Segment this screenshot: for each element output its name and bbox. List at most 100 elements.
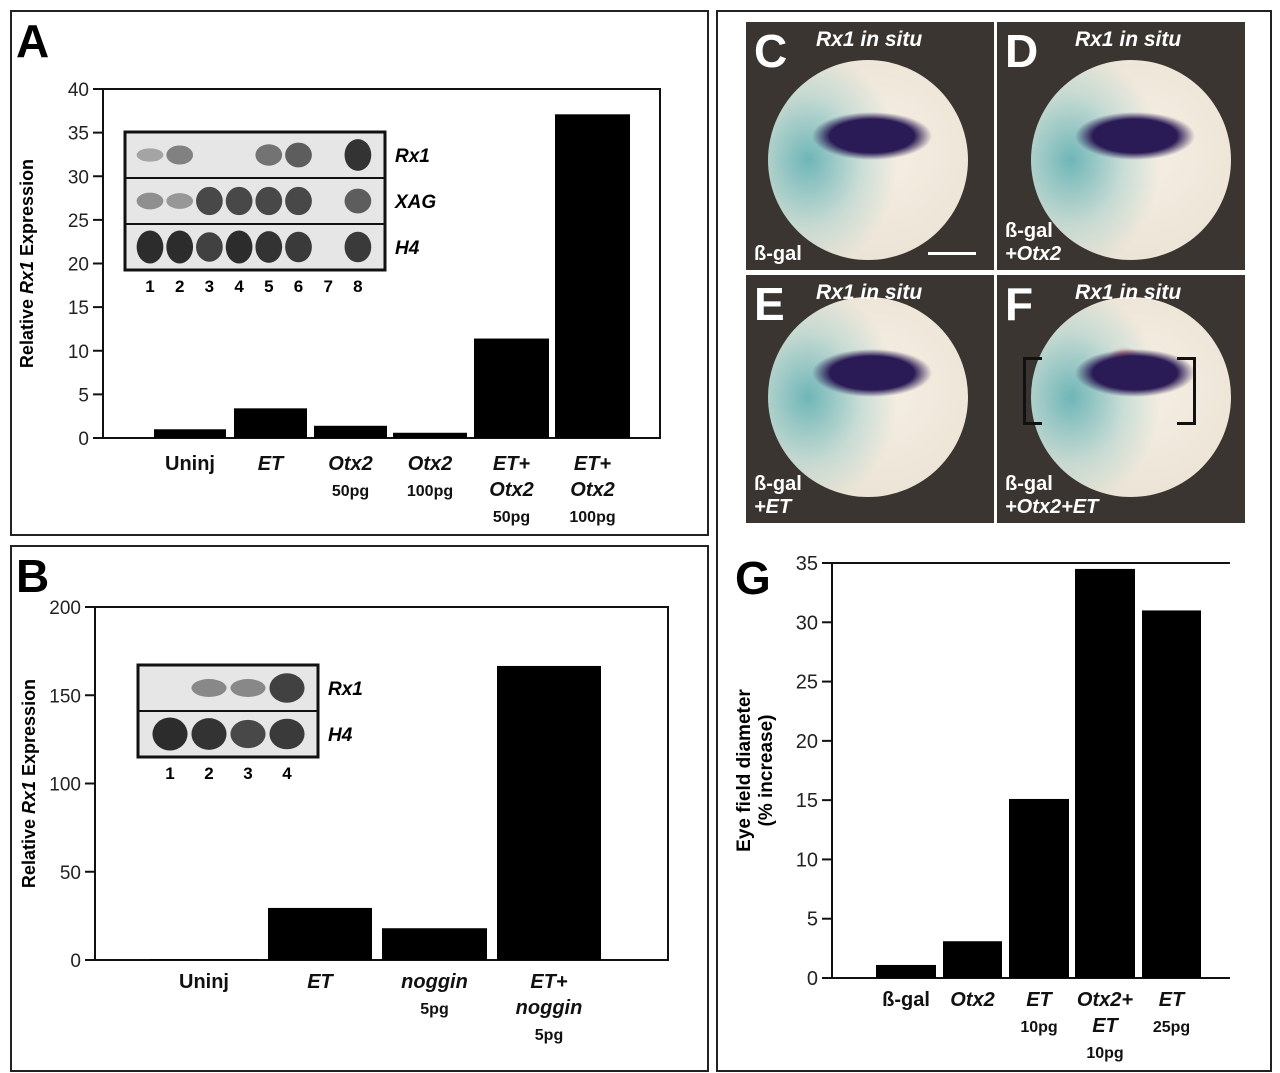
y-tick-label: 15 — [796, 790, 818, 812]
gel-band — [166, 145, 194, 165]
category-label: 10pg — [1086, 1045, 1123, 1062]
bar-chart-g: 0 5 10 15 20 25 30 35 ß-gal Otx2 ET 10pg Otx2+ ET 10pg… — [734, 553, 1230, 1062]
gel-band — [166, 230, 194, 264]
y-tick-label: 30 — [796, 612, 818, 634]
gel-band — [136, 192, 164, 210]
y-axis-label: Relative Rx1 Expression — [17, 159, 37, 368]
category-label: 5pg — [420, 1001, 448, 1018]
y-tick-label: 10 — [796, 849, 818, 871]
y-tick-label: 100 — [49, 775, 81, 796]
embryo — [1031, 297, 1231, 497]
category-label: Uninj — [179, 971, 229, 993]
category-label: Otx2+ — [1077, 989, 1133, 1011]
y-tick-label: 200 — [49, 598, 81, 619]
y-tick-label: 0 — [78, 429, 89, 450]
gel-band — [285, 186, 312, 216]
gel-lane-number: 8 — [353, 277, 362, 296]
panel-b-frame — [10, 545, 709, 1072]
injection-label: ß-gal +Otx2 — [1005, 220, 1061, 266]
category-label: ET — [1159, 989, 1186, 1011]
y-tick-label: 40 — [68, 80, 89, 101]
photo-title: Rx1 in situ — [816, 281, 923, 304]
injection-label: ß-gal +ET — [754, 473, 802, 519]
gel-band — [285, 142, 312, 168]
gel-row-label: XAG — [394, 192, 436, 213]
gel-band — [136, 230, 164, 264]
bar — [1075, 568, 1135, 978]
y-tick-label: 35 — [68, 124, 89, 145]
injection-label: ß-gal — [754, 243, 802, 266]
gel-band — [191, 718, 227, 750]
category-label: ET — [1092, 1015, 1119, 1037]
y-tick-label: 5 — [807, 909, 818, 931]
category-label: Otx2 — [408, 453, 452, 475]
gel-lane-number: 2 — [204, 764, 213, 783]
category-label: ET — [307, 971, 334, 993]
bar — [234, 408, 307, 438]
panel-label-d: D — [1005, 25, 1039, 77]
embryo — [1031, 60, 1231, 260]
gel-band — [225, 186, 253, 216]
gel-band — [136, 148, 164, 162]
bar — [382, 928, 487, 960]
in-situ-photo-e: E Rx1 in situ ß-gal +ET — [746, 275, 994, 523]
category-label: ET — [1026, 989, 1053, 1011]
gel-band — [196, 186, 223, 216]
bar — [154, 429, 226, 438]
bracket — [1023, 357, 1042, 425]
bar — [497, 665, 601, 960]
gel-band — [230, 679, 266, 697]
y-tick-label: 30 — [68, 167, 89, 188]
gel-band — [344, 188, 372, 214]
gel-lane-number: 6 — [294, 277, 303, 296]
y-tick-label: 0 — [70, 951, 81, 972]
in-situ-photo-f: F Rx1 in situ ß-gal +Otx2+ET — [997, 275, 1245, 523]
category-label: Otx2 — [328, 453, 372, 475]
category-label: Otx2 — [950, 989, 994, 1011]
bar — [268, 907, 372, 960]
gel-lane-number: 1 — [165, 764, 174, 783]
gel-band — [152, 717, 188, 751]
gel-lane-number: 1 — [145, 277, 154, 296]
y-axis-label: Relative Rx1 Expression — [19, 679, 39, 888]
category-label: 100pg — [407, 483, 453, 500]
scale-bar — [928, 252, 976, 255]
embryo — [768, 60, 968, 260]
gel-lane-number: 2 — [175, 277, 184, 296]
injection-line: ß-gal — [1005, 220, 1053, 242]
category-label: ET — [258, 453, 285, 475]
gel-band — [269, 718, 305, 750]
panel-label-f: F — [1005, 278, 1034, 330]
category-label: 50pg — [493, 509, 530, 526]
y-tick-label: 20 — [796, 731, 818, 753]
category-label: Otx2 — [489, 479, 533, 501]
gel-band — [196, 232, 223, 262]
gel-lane-number: 4 — [282, 764, 292, 783]
panel-right-frame — [716, 10, 1272, 1072]
bar — [150, 959, 258, 960]
panel-a-frame — [10, 10, 709, 536]
y-axis-label: Eye field diameter(% increase) — [734, 689, 777, 852]
gel-row-label: Rx1 — [395, 146, 430, 167]
y-tick-label: 35 — [796, 553, 818, 575]
category-label: ET+ — [530, 971, 568, 993]
gel-band — [255, 231, 283, 263]
photo-title: Rx1 in situ — [1075, 28, 1182, 51]
category-label: ET+ — [493, 453, 531, 475]
bar — [393, 432, 467, 438]
category-label: ß-gal — [882, 989, 930, 1011]
gel-band — [269, 673, 305, 703]
injection-line: ß-gal — [1005, 473, 1053, 495]
gel-band — [166, 193, 194, 209]
category-label: Uninj — [165, 453, 215, 475]
embryo — [768, 297, 968, 497]
gel-lane-number: 4 — [234, 277, 244, 296]
y-tick-label: 10 — [68, 342, 89, 363]
injection-line: +ET — [754, 496, 792, 518]
bar — [943, 941, 1002, 978]
gel-band — [285, 231, 312, 263]
bracket — [1177, 357, 1196, 425]
injection-line: +Otx2 — [1005, 243, 1062, 265]
